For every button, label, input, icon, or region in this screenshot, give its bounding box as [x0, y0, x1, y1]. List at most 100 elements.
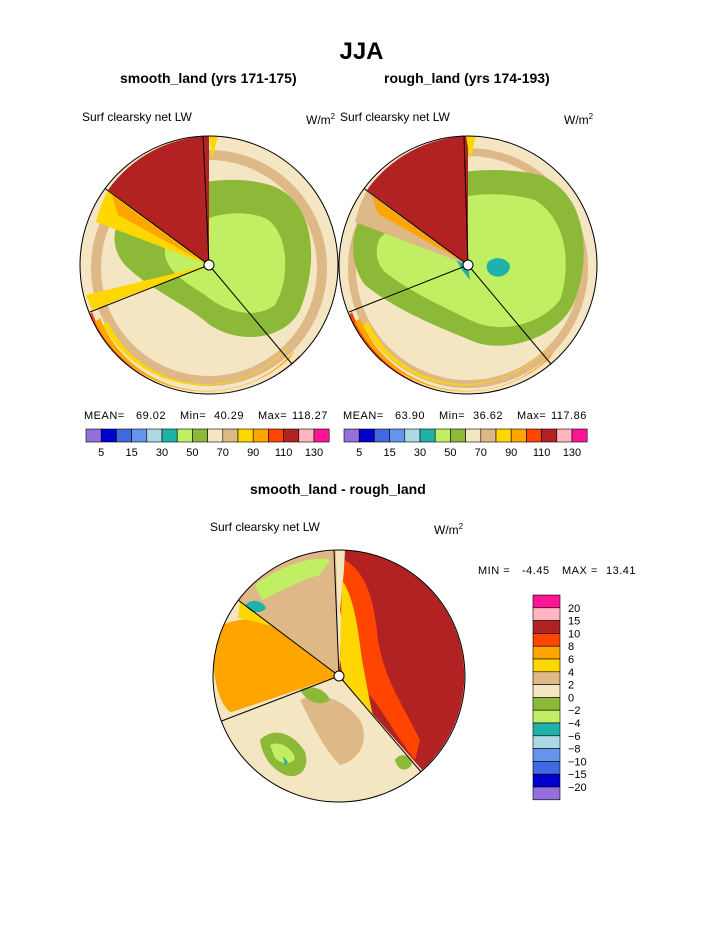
panel1-colorbar-tick-label: 5 — [98, 447, 104, 459]
diff-colorbar-box — [532, 645, 561, 660]
panel2-colorbar-tick-label: 5 — [356, 447, 362, 459]
panel2-left-orange-wedge — [372, 196, 460, 260]
panel2-colorbar-box — [541, 428, 558, 443]
panel1-colorbar-box — [268, 428, 284, 443]
panel2-colorbar-box — [343, 428, 360, 443]
panel1-colorbar-tick-label: 30 — [156, 447, 168, 459]
diff-max: 13.41 — [606, 565, 637, 577]
panel1-pole-marker — [203, 259, 215, 271]
panel2-colorbar-box — [404, 428, 421, 443]
diff-orange-red-region — [340, 560, 420, 760]
panel1-sector-line-southeast — [208, 264, 293, 365]
diff-colorbar-tick-label: 4 — [568, 667, 574, 679]
panel1-units: W/m2 — [306, 112, 336, 127]
panel2-sector-line-west — [361, 186, 469, 266]
panel1-colorbar-tick-label: 130 — [305, 447, 323, 459]
panel1-colorbar-box — [207, 428, 224, 443]
panel1-colorbar: 5 15 30 50 70 90 110 130 — [85, 428, 330, 459]
panel1-colorbar-box — [176, 428, 193, 443]
panel1-orange-band — [95, 318, 295, 392]
panel2-mean: 63.90 — [395, 410, 426, 422]
diff-tan-region — [300, 696, 364, 765]
panel2-sector-line-southeast — [467, 264, 552, 365]
panel1-colorbar-box — [252, 428, 269, 443]
diff-colorbar-tick-label: −15 — [568, 769, 587, 781]
panel1-field-label: Surf clearsky net LW — [82, 110, 192, 124]
panel2-pole-marker — [462, 259, 474, 271]
panel2-colorbar-tick-label: 90 — [505, 447, 517, 459]
diff-title: smooth_land - rough_land — [250, 481, 426, 497]
diff-colorbar-box — [532, 697, 561, 711]
diff-units: W/m2 — [434, 522, 464, 537]
panel2-colorbar-box — [434, 428, 451, 443]
panel1-colorbar-box — [116, 428, 132, 443]
panel2-units: W/m2 — [564, 112, 594, 127]
diff-sector-line-southwest — [218, 675, 340, 723]
panel1-colorbar-tick-label: 90 — [247, 447, 259, 459]
diff-colorbar-box — [532, 735, 561, 749]
panel1-max: 118.27 — [292, 410, 328, 422]
diff-light-green-region — [255, 558, 330, 600]
panel1-map — [80, 136, 338, 394]
panel1-colorbar-tick-label: 110 — [275, 447, 293, 459]
diff-colorbar-tick-label: −10 — [568, 756, 587, 768]
diff-light-green-blob — [270, 743, 295, 764]
panel2-orange-band — [355, 318, 555, 392]
panel1-colorbar-box — [85, 428, 102, 443]
diff-field-label: Surf clearsky net LW — [210, 520, 320, 534]
panel2-colorbar-box — [358, 428, 375, 443]
panel2-colorbar-box — [374, 428, 390, 443]
panel2-colorbar-box — [419, 428, 436, 443]
panel1-min: 40.29 — [214, 410, 245, 422]
panel1-map-border — [79, 135, 339, 395]
panel1-top-yellow-wedge — [209, 136, 218, 160]
panel1-yellow-band — [103, 322, 288, 386]
panel1-colorbar-box — [313, 428, 330, 443]
panel2-colorbar-box — [480, 428, 497, 443]
panel1-mean: 69.02 — [136, 410, 167, 422]
panel2-colorbar: 5 15 30 50 70 90 110 130 — [343, 428, 588, 459]
panel1-mean-label: MEAN= — [84, 410, 125, 422]
panel2-colorbar-box — [465, 428, 482, 443]
panel2-colorbar-box — [510, 428, 527, 443]
panel2-colorbar-tick-label: 30 — [414, 447, 426, 459]
panel2-colorbar-box — [571, 428, 588, 443]
panel1-colorbar-box — [100, 428, 117, 443]
diff-colorbar-box — [532, 633, 561, 647]
diff-colorbar-box — [532, 748, 561, 762]
diff-colorbar-tick-label: 8 — [568, 641, 574, 653]
diff-colorbar-box — [532, 722, 561, 737]
panel2-top-yellow-wedge — [466, 136, 476, 160]
diff-colorbar-box — [532, 773, 561, 788]
diff-pole-marker — [333, 670, 345, 682]
diff-colorbar-box — [532, 709, 561, 724]
diff-colorbar-tick-label: −6 — [568, 731, 581, 743]
panel2-sector-line-north — [463, 136, 469, 266]
diff-colorbar-tick-label: −20 — [568, 782, 587, 794]
panel1-colorbar-box — [237, 428, 254, 443]
diff-colorbar-box — [532, 761, 561, 775]
panel2-colorbar-tick-label: 50 — [444, 447, 456, 459]
panel2-colorbar-box — [556, 428, 573, 443]
diff-colorbar-tick-label: 0 — [568, 692, 574, 704]
panel1-left-orange-wedge — [112, 195, 200, 260]
panel1-colorbar-box — [131, 428, 148, 443]
diff-green-blob-right — [395, 755, 412, 770]
panel1-colorbar-box — [222, 428, 239, 443]
diff-colorbar-tick-label: 2 — [568, 680, 574, 692]
diff-colorbar-tick-label: 20 — [568, 603, 580, 615]
panel2-max: 117.86 — [551, 410, 587, 422]
panel2-field-label: Surf clearsky net LW — [340, 110, 450, 124]
panel2-colorbar-tick-label: 70 — [475, 447, 487, 459]
panel1-colorbar-box — [161, 428, 178, 443]
diff-sector-line-north — [333, 550, 340, 677]
panel1-colorbar-box — [298, 428, 315, 443]
panel2-mean-label: MEAN= — [343, 410, 384, 422]
diff-sector-line-southeast — [338, 675, 423, 774]
panel1-sector-line-west — [102, 186, 210, 266]
panel2-min-label: Min= — [439, 410, 466, 422]
panel1-colorbar-box — [192, 428, 208, 443]
diff-teal-spot-bottom — [283, 756, 288, 766]
figure-title: JJA — [339, 38, 384, 65]
diff-min-label: MIN = — [478, 565, 511, 577]
